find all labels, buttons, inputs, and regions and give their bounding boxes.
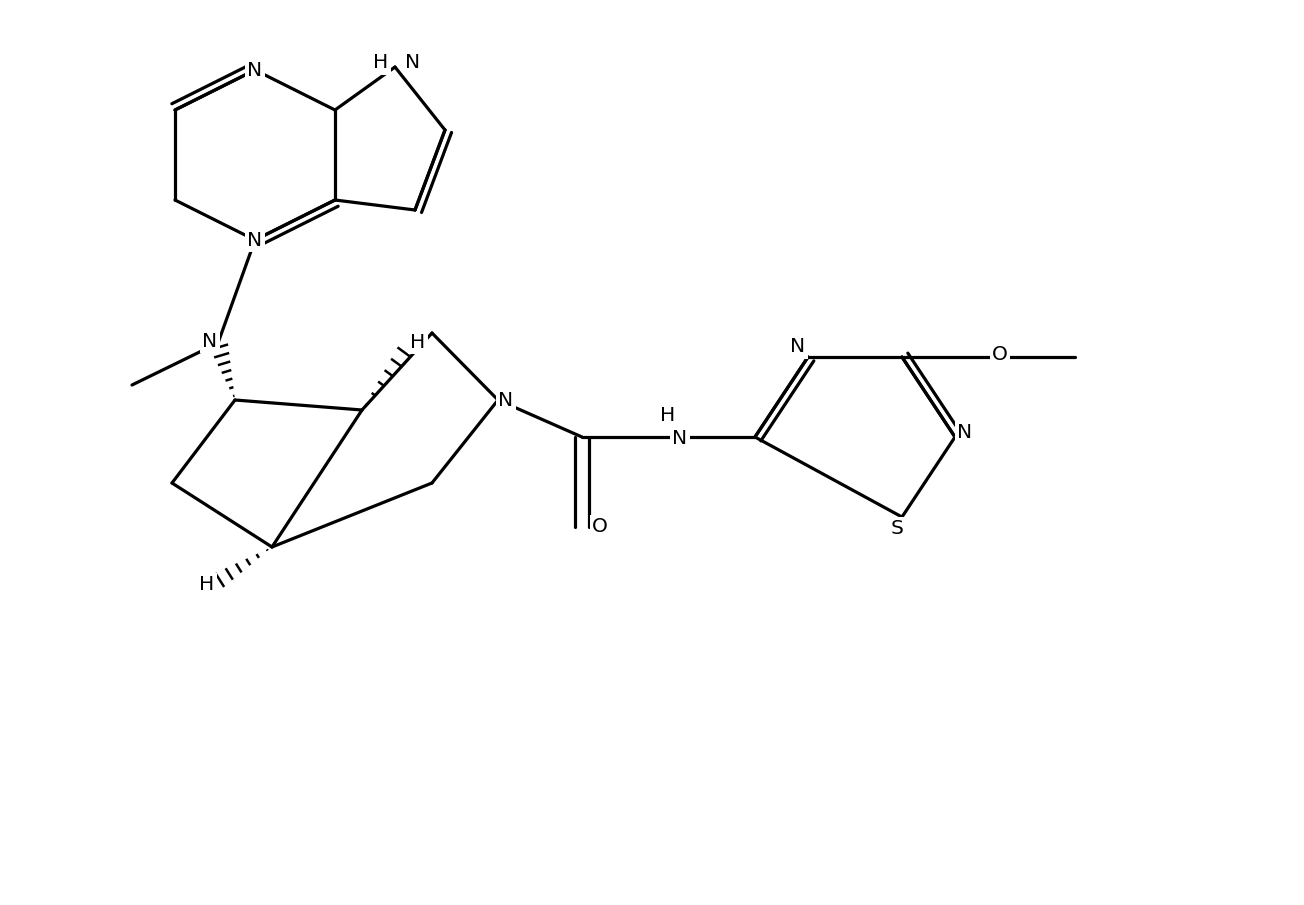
Text: O: O — [592, 518, 608, 537]
Text: H: H — [200, 576, 215, 595]
Text: N: N — [957, 423, 973, 442]
Text: N: N — [248, 231, 262, 250]
Text: N: N — [498, 390, 514, 409]
Text: O: O — [992, 346, 1008, 365]
Text: N: N — [673, 428, 687, 447]
Text: N: N — [406, 53, 421, 72]
Text: H: H — [660, 405, 675, 424]
Text: H: H — [373, 53, 389, 72]
Text: N: N — [202, 331, 218, 350]
Text: H: H — [411, 332, 425, 351]
Text: N: N — [790, 338, 806, 357]
Text: S: S — [891, 519, 904, 538]
Text: N: N — [248, 61, 262, 80]
